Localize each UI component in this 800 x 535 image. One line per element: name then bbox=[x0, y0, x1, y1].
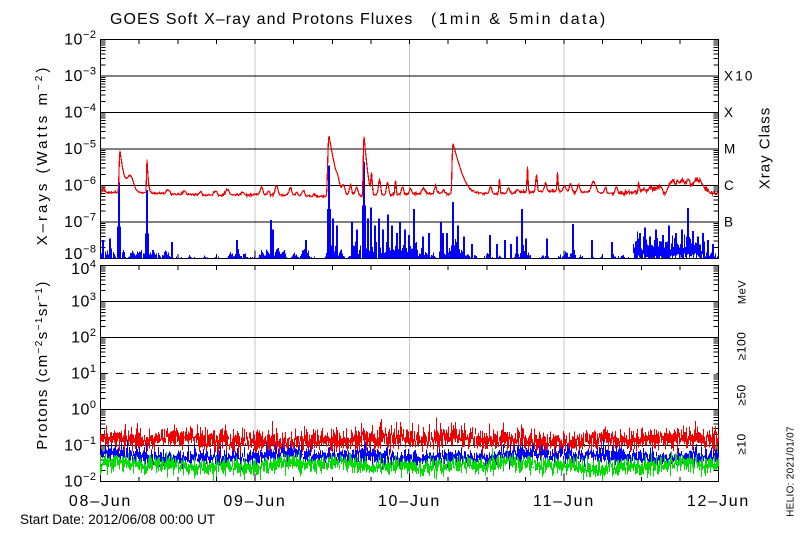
svg-text:≥50: ≥50 bbox=[735, 384, 749, 405]
svg-text:10−4: 10−4 bbox=[64, 102, 96, 122]
svg-text:≥10: ≥10 bbox=[735, 433, 749, 454]
svg-text:C: C bbox=[724, 178, 736, 193]
svg-text:104: 104 bbox=[71, 259, 96, 279]
svg-text:X10: X10 bbox=[724, 69, 755, 84]
svg-text:10−2: 10−2 bbox=[64, 471, 96, 491]
svg-text:MeV: MeV bbox=[737, 280, 749, 304]
svg-text:10−1: 10−1 bbox=[64, 435, 96, 455]
svg-text:10–Jun: 10–Jun bbox=[378, 493, 441, 510]
svg-text:102: 102 bbox=[71, 327, 96, 347]
svg-text:M: M bbox=[724, 142, 737, 157]
svg-text:10−5: 10−5 bbox=[64, 139, 96, 159]
svg-text:09–Jun: 09–Jun bbox=[223, 493, 286, 510]
svg-text:100: 100 bbox=[71, 399, 96, 419]
svg-text:Start Date: 2012/06/08 00:00 U: Start Date: 2012/06/08 00:00 UT bbox=[20, 512, 215, 527]
svg-text:GOES Soft X–ray and Protons Fl: GOES Soft X–ray and Protons Fluxes bbox=[110, 11, 413, 28]
svg-text:Xray Class: Xray Class bbox=[757, 107, 774, 190]
svg-text:10−2: 10−2 bbox=[64, 29, 96, 49]
svg-text:10−7: 10−7 bbox=[64, 212, 96, 232]
svg-text:12–Jun: 12–Jun bbox=[687, 493, 750, 510]
svg-text:103: 103 bbox=[71, 291, 96, 311]
svg-text:X: X bbox=[724, 105, 735, 120]
svg-text:Protons (cm−2s−1sr−1): Protons (cm−2s−1sr−1) bbox=[34, 280, 51, 449]
svg-text:≥100: ≥100 bbox=[735, 332, 749, 361]
svg-text:101: 101 bbox=[71, 363, 96, 383]
svg-text:10−6: 10−6 bbox=[64, 175, 96, 195]
svg-text:10−3: 10−3 bbox=[64, 66, 96, 86]
svg-text:(1min & 5min data): (1min & 5min data) bbox=[431, 11, 608, 28]
svg-text:11–Jun: 11–Jun bbox=[533, 493, 595, 510]
svg-text:B: B bbox=[724, 215, 735, 230]
svg-text:08–Jun: 08–Jun bbox=[69, 493, 132, 510]
svg-text:HELIO: 2021/01/07: HELIO: 2021/01/07 bbox=[786, 426, 797, 517]
svg-text:X–rays (Watts m−2): X–rays (Watts m−2) bbox=[34, 65, 51, 246]
